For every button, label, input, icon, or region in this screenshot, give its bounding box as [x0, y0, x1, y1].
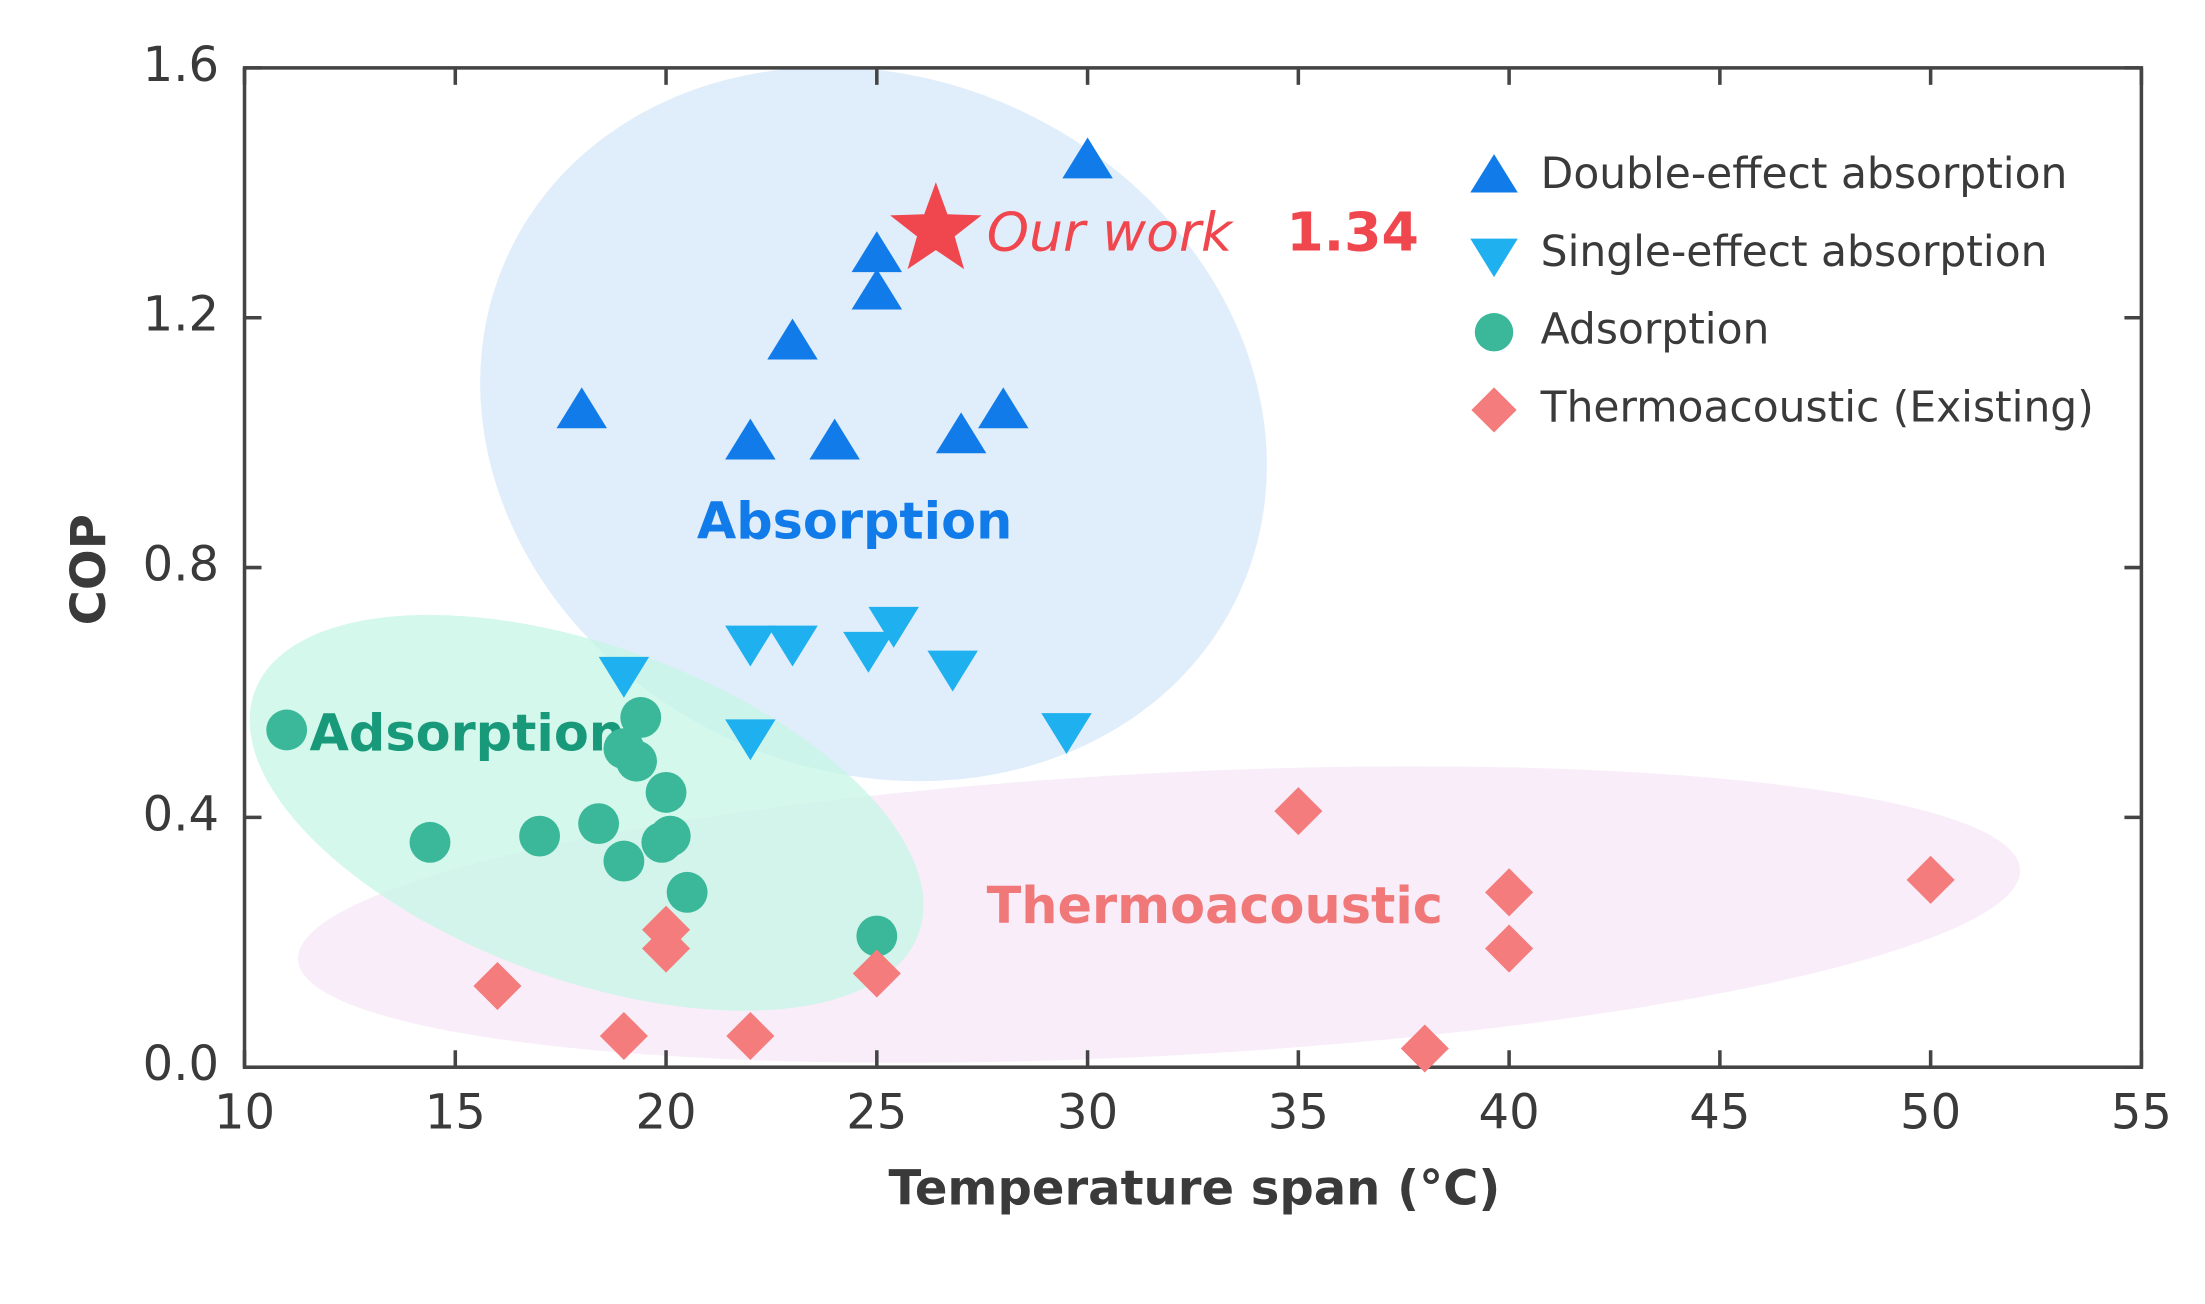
- data-point: [649, 815, 691, 857]
- x-tick-label: 35: [1268, 1084, 1329, 1140]
- data-point: [767, 318, 818, 360]
- data-point: [927, 650, 978, 692]
- x-axis-label: Temperature span (°C): [888, 1161, 1500, 1217]
- x-tick-label: 45: [1689, 1084, 1750, 1140]
- x-tick-label: 55: [2111, 1084, 2172, 1140]
- data-point: [409, 821, 451, 863]
- data-point: [1062, 137, 1113, 179]
- y-tick-label: 1.6: [143, 37, 219, 93]
- legend-marker: [1470, 238, 1518, 278]
- data-point: [578, 803, 620, 845]
- legend-label: Single-effect absorption: [1541, 227, 2048, 276]
- data-point: [1041, 713, 1092, 754]
- data-point: [978, 387, 1029, 429]
- legend-label: Thermoacoustic (Existing): [1540, 382, 2094, 431]
- legend-label: Double-effect absorption: [1541, 149, 2068, 198]
- highlight-star: [890, 182, 982, 270]
- data-point: [616, 740, 657, 782]
- data-point: [868, 606, 919, 648]
- data-point: [620, 697, 662, 738]
- data-point: [266, 709, 308, 751]
- highlight-label: Our work: [987, 201, 1234, 264]
- highlight-value: 1.34: [1286, 201, 1419, 264]
- data-point: [725, 625, 776, 667]
- y-tick-label: 0.8: [143, 537, 219, 593]
- legend-marker: [1470, 154, 1518, 193]
- legend-marker: [1471, 387, 1517, 433]
- y-axis-label: COP: [61, 514, 117, 625]
- data-point: [598, 656, 650, 698]
- x-tick-label: 50: [1900, 1084, 1961, 1140]
- x-tick-label: 40: [1479, 1084, 1540, 1140]
- data-point: [519, 815, 561, 857]
- regions: [249, 67, 2021, 1063]
- legend-marker: [1474, 312, 1514, 352]
- data-point: [767, 625, 818, 667]
- region-label: Thermoacoustic: [987, 876, 1443, 935]
- data-point: [666, 871, 708, 913]
- data-point: [1485, 868, 1534, 917]
- legend-label: Adsorption: [1541, 305, 1770, 354]
- data-point: [935, 412, 987, 454]
- data-point: [1485, 924, 1534, 973]
- data-point: [851, 231, 903, 273]
- x-tick-label: 30: [1057, 1084, 1118, 1140]
- data-point: [843, 631, 894, 673]
- x-tick-label: 20: [635, 1084, 696, 1140]
- absorption-region: [480, 67, 1267, 782]
- data-point: [726, 1011, 775, 1061]
- data-point: [556, 387, 607, 429]
- data-point: [856, 915, 898, 957]
- x-tick-label: 25: [846, 1084, 907, 1140]
- y-tick-label: 0.4: [143, 786, 219, 842]
- data-point: [809, 418, 860, 460]
- data-point: [645, 771, 687, 813]
- x-tick-label: 15: [425, 1084, 486, 1140]
- region-label: Absorption: [697, 491, 1012, 550]
- data-point: [852, 949, 901, 998]
- data-point: [1400, 1024, 1449, 1073]
- x-tick-label: 10: [214, 1084, 275, 1140]
- data-point: [851, 268, 903, 310]
- data-point: [725, 418, 776, 460]
- y-tick-label: 0.0: [143, 1036, 219, 1092]
- data-point: [725, 719, 776, 761]
- region-label: Adsorption: [310, 703, 625, 762]
- data-point: [603, 840, 645, 882]
- y-tick-label: 1.2: [143, 287, 219, 343]
